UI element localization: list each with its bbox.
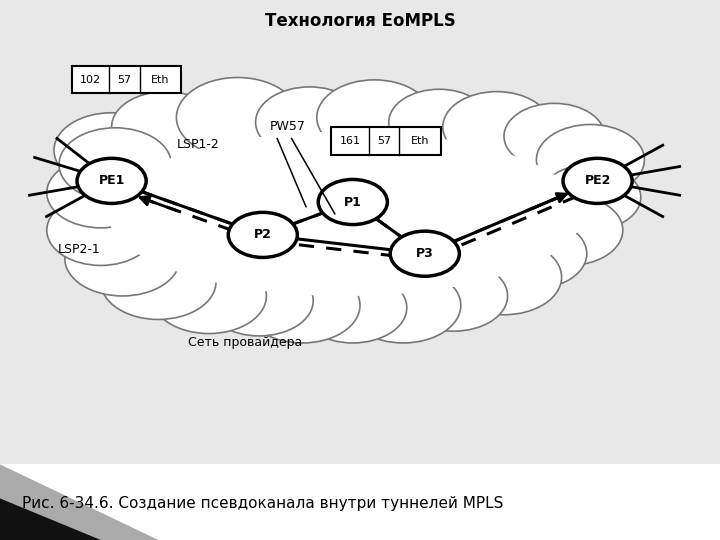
Text: PW57: PW57 (270, 120, 306, 133)
Circle shape (47, 157, 155, 228)
Circle shape (346, 268, 461, 343)
Text: PE1: PE1 (99, 174, 125, 187)
Circle shape (563, 158, 632, 204)
Circle shape (299, 273, 407, 343)
Text: 161: 161 (339, 136, 361, 146)
Text: Eth: Eth (410, 136, 429, 146)
Circle shape (504, 103, 605, 169)
Circle shape (446, 240, 562, 315)
Circle shape (101, 244, 216, 320)
Polygon shape (0, 464, 158, 540)
Polygon shape (0, 498, 101, 540)
Circle shape (317, 80, 432, 155)
FancyBboxPatch shape (331, 127, 441, 154)
Circle shape (205, 266, 313, 336)
Circle shape (536, 125, 644, 195)
Text: 102: 102 (80, 75, 102, 85)
Circle shape (540, 164, 641, 230)
Circle shape (59, 128, 171, 201)
Text: LSP1-2: LSP1-2 (176, 138, 220, 151)
FancyBboxPatch shape (72, 66, 181, 93)
Circle shape (318, 179, 387, 225)
Circle shape (479, 219, 587, 289)
Circle shape (228, 212, 297, 258)
Circle shape (390, 231, 459, 276)
Ellipse shape (108, 132, 583, 296)
Circle shape (515, 195, 623, 266)
Text: Технология EoMPLS: Технология EoMPLS (265, 12, 455, 30)
Circle shape (245, 268, 360, 343)
Circle shape (176, 78, 299, 157)
Circle shape (47, 195, 155, 266)
Circle shape (77, 158, 146, 204)
Circle shape (54, 113, 169, 188)
Text: Рис. 6-34.6. Создание псевдоканала внутри туннелей MPLS: Рис. 6-34.6. Создание псевдоканала внутр… (22, 496, 503, 511)
Text: Eth: Eth (151, 75, 170, 85)
FancyBboxPatch shape (0, 464, 720, 540)
Circle shape (112, 92, 220, 162)
Circle shape (151, 258, 266, 334)
Circle shape (443, 92, 551, 162)
Text: Сеть провайдера: Сеть провайдера (188, 336, 302, 349)
Circle shape (65, 221, 180, 296)
Circle shape (256, 87, 364, 157)
Circle shape (389, 89, 490, 155)
Text: P2: P2 (254, 228, 271, 241)
Text: 57: 57 (377, 136, 391, 146)
Text: 57: 57 (117, 75, 132, 85)
Text: PE2: PE2 (585, 174, 611, 187)
Text: LSP2-1: LSP2-1 (58, 244, 101, 256)
Text: P1: P1 (344, 195, 361, 208)
Text: P3: P3 (416, 247, 433, 260)
Ellipse shape (86, 115, 605, 313)
Circle shape (400, 261, 508, 331)
